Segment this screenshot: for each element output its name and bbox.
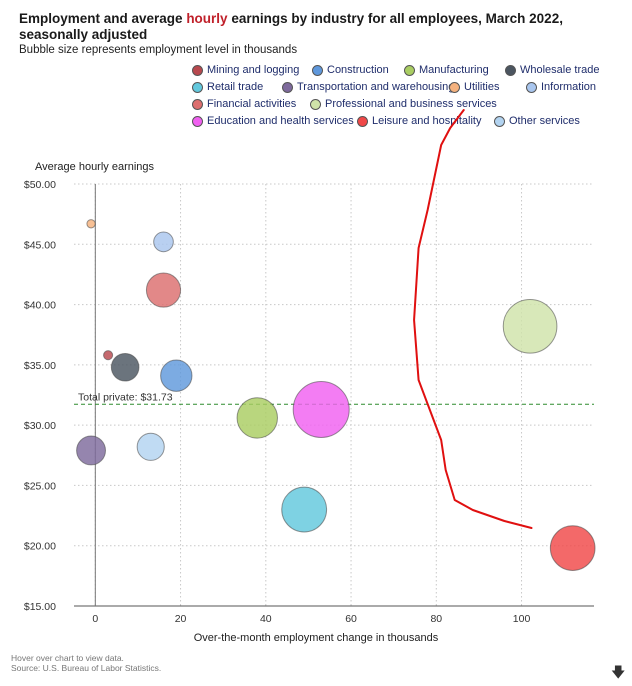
y-tick-label: $15.00 [24,601,56,613]
legend-swatch [192,98,203,110]
legend-item[interactable]: Mining and logging [192,64,299,76]
legend-swatch [282,81,293,93]
legend-label: Financial activities [207,98,297,110]
bubble-point[interactable] [160,359,193,392]
x-axis-title: Over-the-month employment change in thou… [193,632,439,644]
chart-title-highlight: hourly [186,11,228,26]
legend-label: Mining and logging [207,64,300,76]
legend-label: Professional and business services [325,98,497,110]
x-tick-label: 0 [92,613,98,625]
bubble-point[interactable] [103,350,114,361]
bubble-point[interactable] [86,219,96,229]
legend-item[interactable]: Utilities [449,81,499,93]
legend-item[interactable]: Education and health services [192,115,354,127]
chart-title-part-2: earnings by industry for all employees, … [19,11,563,42]
bubble-point[interactable] [281,486,328,533]
x-tick-label: 80 [430,613,442,625]
hover-note: Hover over chart to view data. [11,653,124,663]
chart-title-part-1: Employment and average [19,11,187,26]
bubble-point[interactable] [502,298,558,354]
legend-item[interactable]: Manufacturing [404,64,489,76]
legend-swatch [494,115,505,127]
legend-label: Manufacturing [419,64,489,76]
legend-item[interactable]: Information [526,81,596,93]
legend-item[interactable]: Professional and business services [310,98,497,110]
legend-swatch [404,64,415,76]
legend-swatch [312,64,323,76]
source-note: Source: U.S. Bureau of Labor Statistics. [11,663,162,673]
y-tick-label: $40.00 [24,300,56,312]
x-tick-label: 20 [175,613,187,625]
y-tick-label: $50.00 [24,179,56,191]
legend-label: Retail trade [207,81,264,93]
x-tick-label: 40 [260,613,272,625]
y-tick-label: $20.00 [24,541,56,553]
legend-swatch [192,81,203,93]
download-arrow-icon[interactable]: 🡇 [611,664,626,680]
x-tick-label: 100 [513,613,531,625]
x-tick-label: 60 [345,613,357,625]
legend-swatch [192,115,203,127]
legend-swatch [505,64,516,76]
y-tick-label: $35.00 [24,360,56,372]
legend-item[interactable]: Construction [312,64,389,76]
legend-label: Utilities [464,81,500,93]
chart-title: Employment and average hourly earnings b… [19,11,619,43]
legend-label: Other services [509,115,580,127]
bubble-point[interactable] [292,380,350,438]
legend-swatch [526,81,537,93]
legend-item[interactable]: Retail trade [192,81,263,93]
legend-swatch [310,98,321,110]
bubble-point[interactable] [549,525,596,571]
bubble-point[interactable] [236,397,278,439]
legend-item[interactable]: Wholesale trade [505,64,600,76]
y-axis-title: Average hourly earnings [35,161,155,173]
bubble-point[interactable] [153,231,174,253]
legend-label: Transportation and warehousing [297,81,455,93]
legend-swatch [192,64,203,76]
bubble-point[interactable] [145,272,182,308]
y-tick-label: $25.00 [24,480,56,492]
legend-item[interactable]: Other services [494,115,580,127]
y-tick-label: $45.00 [24,239,56,251]
bubble-point[interactable] [110,352,140,382]
legend-label: Information [541,81,597,93]
legend-swatch [449,81,460,93]
chart-subtitle: Bubble size represents employment level … [19,44,298,56]
bubble-point[interactable] [76,435,106,466]
reference-line-label: Total private: $31.73 [78,391,173,403]
legend-item[interactable]: Financial activities [192,98,296,110]
hand-drawn-annotation [413,109,533,529]
legend-label: Construction [327,64,389,76]
legend-swatch [357,115,368,127]
bubble-point[interactable] [136,432,165,461]
legend-item[interactable]: Transportation and warehousing [282,81,454,93]
legend-label: Wholesale trade [520,64,600,76]
y-tick-label: $30.00 [24,420,56,432]
legend-label: Education and health services [207,115,354,127]
